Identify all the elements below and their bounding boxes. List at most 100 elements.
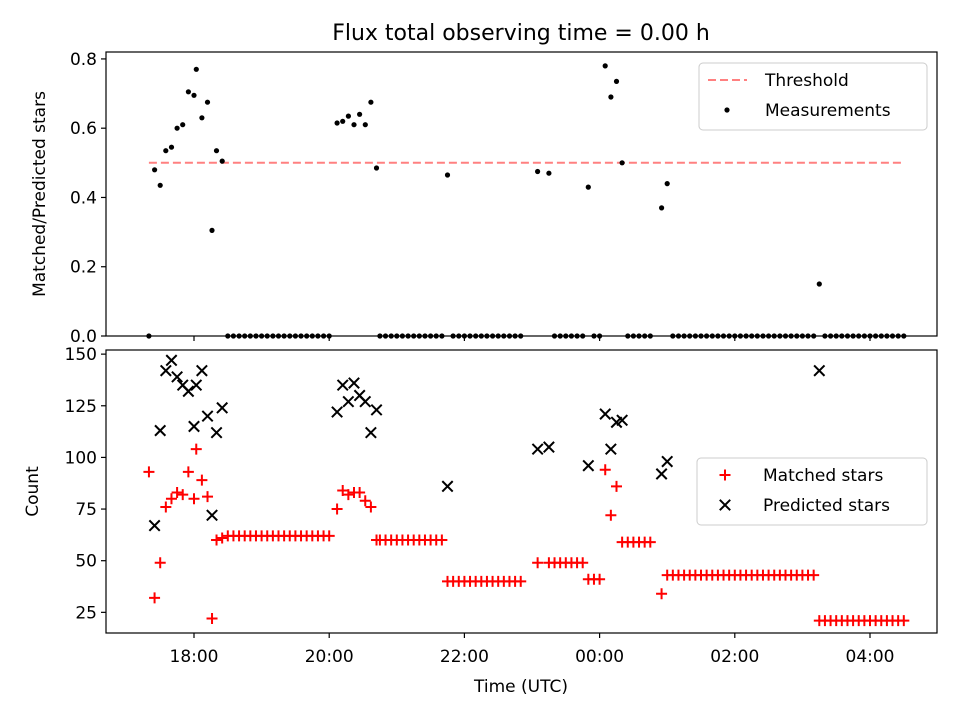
- data-point: [348, 377, 360, 389]
- data-point: [441, 480, 454, 493]
- data-point: [331, 406, 343, 418]
- data-point: [199, 115, 205, 121]
- data-point: [604, 443, 617, 456]
- data-point: [154, 557, 166, 569]
- data-point: [149, 592, 161, 604]
- legend-label: Threshold: [764, 71, 849, 91]
- data-point: [532, 557, 544, 569]
- legend-swatch: [719, 469, 731, 481]
- data-point: [365, 501, 377, 513]
- data-point: [616, 414, 629, 427]
- data-point: [655, 468, 668, 480]
- legend-item: Matched stars: [719, 466, 883, 486]
- data-point: [165, 493, 177, 505]
- data-point: [336, 379, 349, 392]
- legend-label: Predicted stars: [763, 496, 890, 516]
- ratio-panel: 0.0 0.2 0.4 0.6 0.8 Matched/Predicted stars Th…: [30, 50, 938, 347]
- data-point: [171, 487, 183, 499]
- chart-title: Flux total observing time = 0.00 h: [332, 21, 710, 46]
- data-point: [444, 172, 451, 178]
- plot-area: [143, 354, 910, 627]
- data-point: [188, 420, 200, 433]
- data-point: [209, 227, 215, 233]
- y-tick-label: 75: [75, 500, 97, 520]
- data-point: [210, 426, 223, 439]
- data-point: [535, 168, 541, 175]
- data-point: [202, 491, 214, 503]
- data-point: [206, 509, 218, 522]
- data-point: [531, 443, 544, 456]
- data-point: [340, 118, 346, 124]
- x-tick-label: 00:00: [575, 647, 624, 667]
- y-tick-label: 0.4: [70, 188, 97, 208]
- y-axis-label: Matched/Predicted stars: [30, 91, 50, 297]
- data-point: [351, 122, 357, 128]
- data-point: [898, 615, 910, 627]
- data-point: [619, 160, 625, 166]
- data-point: [436, 534, 448, 546]
- data-point: [515, 575, 527, 587]
- data-point: [165, 354, 178, 367]
- y-tick-label: 125: [65, 397, 97, 417]
- data-point: [219, 158, 225, 164]
- data-point: [195, 364, 208, 377]
- data-point: [602, 63, 608, 69]
- data-point: [168, 144, 175, 150]
- data-point: [159, 364, 172, 377]
- data-point: [577, 557, 589, 569]
- data-point: [154, 424, 167, 437]
- data-point: [213, 148, 220, 154]
- y-tick-label: 0.8: [70, 50, 97, 70]
- x-tick-label: 02:00: [710, 647, 759, 667]
- data-point: [342, 489, 354, 501]
- data-point: [816, 281, 822, 287]
- data-point: [191, 92, 197, 98]
- data-point: [334, 120, 340, 126]
- legend: Matched stars Predicted stars: [696, 457, 928, 526]
- x-axis-label: Time (UTC): [473, 677, 568, 697]
- data-point: [211, 534, 223, 546]
- y-tick-label: 0.0: [70, 327, 97, 347]
- data-point: [160, 501, 172, 513]
- data-point: [359, 495, 371, 507]
- data-point: [542, 441, 555, 453]
- legend: Threshold Measurements: [698, 62, 928, 131]
- data-point: [152, 167, 158, 173]
- data-point: [582, 459, 595, 472]
- legend-label: Matched stars: [763, 466, 883, 486]
- legend-item: Measurements: [724, 101, 891, 121]
- y-tick-label: 25: [75, 603, 97, 623]
- legend-swatch: [724, 107, 730, 113]
- data-point: [359, 395, 372, 408]
- data-point: [216, 532, 228, 544]
- data-point: [206, 613, 218, 625]
- x-tick-label: 18:00: [170, 647, 219, 667]
- y-tick-label: 150: [65, 345, 97, 365]
- legend-label: Measurements: [765, 101, 891, 121]
- y-tick-label: 0.6: [70, 119, 97, 139]
- legend-frame: [698, 62, 928, 131]
- data-point: [182, 466, 194, 478]
- data-point: [163, 148, 169, 154]
- data-point: [345, 113, 351, 119]
- data-point: [143, 466, 155, 478]
- data-point: [190, 379, 203, 392]
- data-point: [613, 78, 620, 84]
- data-point: [216, 401, 229, 414]
- legend-swatch: [719, 499, 731, 511]
- data-point: [664, 181, 670, 187]
- data-point: [171, 370, 184, 383]
- data-point: [190, 443, 202, 455]
- legend-item: Predicted stars: [719, 496, 890, 516]
- data-point: [157, 182, 163, 188]
- y-axis-label: Count: [23, 466, 43, 517]
- data-point: [373, 165, 380, 171]
- legend-frame: [696, 457, 928, 526]
- series-measurements: [146, 63, 907, 339]
- data-point: [182, 385, 195, 398]
- data-point: [323, 530, 335, 542]
- data-point: [813, 364, 826, 377]
- data-point: [188, 493, 200, 505]
- y-tick-label: 0.2: [70, 258, 97, 278]
